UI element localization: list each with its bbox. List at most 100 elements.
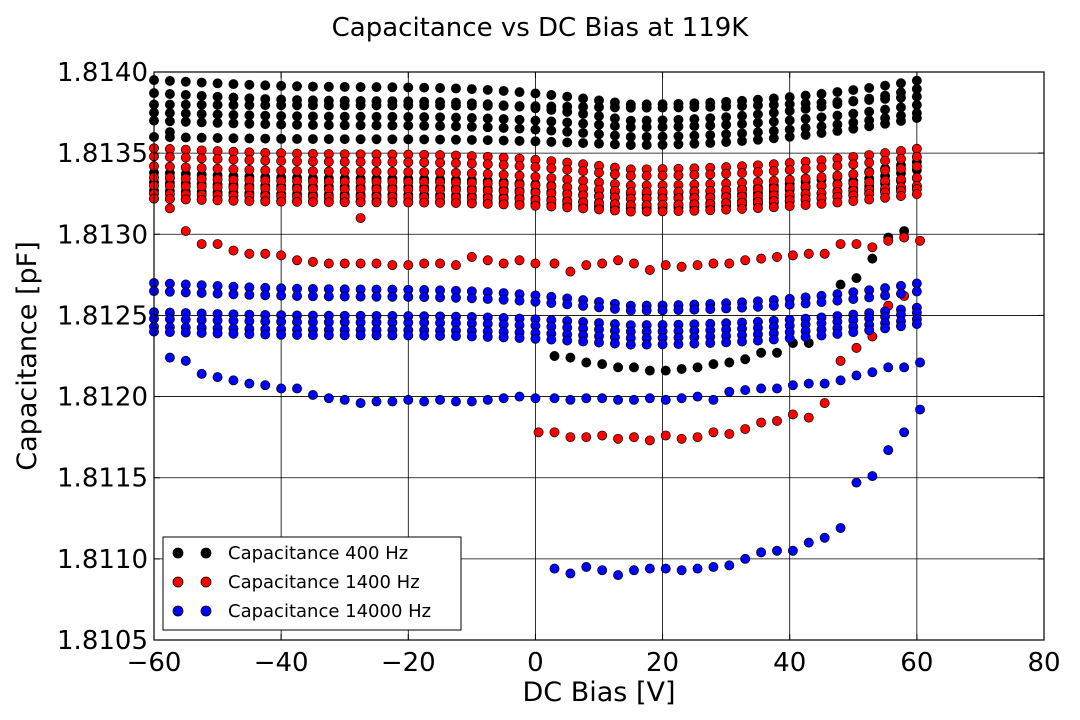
- data-point-capacitance-400-hz: [752, 100, 763, 111]
- data-point-capacitance-1400-hz: [740, 255, 751, 266]
- data-point-capacitance-14000-hz: [851, 370, 862, 381]
- data-point-capacitance-1400-hz: [228, 154, 239, 165]
- data-point-capacitance-1400-hz: [435, 197, 446, 208]
- data-point-capacitance-400-hz: [768, 99, 779, 110]
- data-point-capacitance-400-hz: [451, 112, 461, 123]
- x-tick-label: 80: [1027, 648, 1060, 678]
- data-point-capacitance-1400-hz: [307, 197, 318, 207]
- data-point-capacitance-14000-hz: [911, 319, 922, 329]
- data-point-capacitance-1400-hz: [498, 169, 509, 180]
- data-point-capacitance-14000-hz: [864, 292, 875, 303]
- data-point-capacitance-14000-hz: [530, 296, 541, 307]
- data-point-capacitance-14000-hz: [482, 394, 493, 405]
- data-point-capacitance-1400-hz: [466, 158, 477, 169]
- data-point-capacitance-1400-hz: [323, 197, 334, 208]
- data-point-capacitance-1400-hz: [816, 198, 827, 209]
- data-point-capacitance-14000-hz: [451, 396, 461, 407]
- data-point-capacitance-1400-hz: [180, 162, 191, 173]
- data-point-capacitance-1400-hz: [514, 200, 525, 210]
- data-point-capacitance-400-hz: [578, 138, 589, 148]
- data-point-capacitance-1400-hz: [676, 261, 687, 272]
- data-point-capacitance-1400-hz: [896, 153, 906, 164]
- data-point-capacitance-1400-hz: [530, 162, 541, 173]
- data-point-capacitance-400-hz: [482, 113, 493, 124]
- data-point-capacitance-14000-hz: [578, 300, 589, 311]
- data-point-capacitance-400-hz: [466, 113, 477, 123]
- data-point-capacitance-14000-hz: [756, 547, 767, 558]
- data-point-capacitance-400-hz: [692, 362, 703, 373]
- data-point-capacitance-400-hz: [339, 134, 350, 145]
- data-point-capacitance-14000-hz: [371, 330, 382, 341]
- data-point-capacitance-14000-hz: [276, 329, 287, 340]
- data-point-capacitance-1400-hz: [196, 239, 207, 249]
- data-point-capacitance-14000-hz: [705, 338, 716, 348]
- data-point-capacitance-1400-hz: [756, 253, 767, 264]
- data-point-capacitance-1400-hz: [851, 239, 862, 249]
- data-point-capacitance-400-hz: [355, 82, 366, 92]
- data-point-capacitance-1400-hz: [530, 171, 541, 182]
- data-point-capacitance-400-hz: [609, 121, 620, 131]
- data-point-capacitance-1400-hz: [403, 197, 414, 208]
- data-point-capacitance-1400-hz: [629, 432, 639, 443]
- data-point-capacitance-1400-hz: [514, 255, 525, 266]
- data-point-capacitance-14000-hz: [660, 394, 671, 405]
- data-point-capacitance-400-hz: [435, 83, 446, 93]
- data-point-capacitance-14000-hz: [180, 355, 191, 366]
- data-point-capacitance-14000-hz: [899, 427, 910, 438]
- data-point-capacitance-400-hz: [546, 90, 557, 100]
- data-point-capacitance-14000-hz: [911, 286, 922, 297]
- data-point-capacitance-400-hz: [880, 104, 891, 115]
- data-point-capacitance-1400-hz: [565, 266, 576, 277]
- data-point-capacitance-14000-hz: [689, 304, 700, 315]
- data-point-capacitance-1400-hz: [212, 154, 223, 164]
- data-point-capacitance-400-hz: [323, 111, 334, 122]
- data-point-capacitance-1400-hz: [692, 432, 703, 443]
- data-point-capacitance-400-hz: [228, 79, 239, 90]
- data-point-capacitance-400-hz: [594, 119, 604, 130]
- data-point-capacitance-1400-hz: [164, 152, 175, 162]
- data-point-capacitance-1400-hz: [800, 173, 811, 184]
- data-point-capacitance-400-hz: [594, 102, 604, 113]
- data-point-capacitance-400-hz: [896, 102, 906, 113]
- data-point-capacitance-400-hz: [244, 79, 255, 90]
- data-point-capacitance-400-hz: [196, 99, 207, 110]
- data-point-capacitance-400-hz: [307, 134, 318, 145]
- data-point-capacitance-1400-hz: [355, 197, 366, 208]
- data-point-capacitance-1400-hz: [578, 166, 589, 177]
- data-point-capacitance-1400-hz: [403, 167, 414, 177]
- data-point-capacitance-1400-hz: [562, 164, 573, 175]
- data-point-capacitance-14000-hz: [816, 297, 827, 308]
- data-point-capacitance-400-hz: [673, 102, 684, 113]
- data-point-capacitance-14000-hz: [196, 288, 207, 298]
- data-point-capacitance-400-hz: [609, 102, 620, 113]
- data-point-capacitance-400-hz: [546, 136, 557, 147]
- data-point-capacitance-14000-hz: [276, 383, 287, 394]
- data-point-capacitance-1400-hz: [276, 196, 287, 207]
- data-point-capacitance-400-hz: [896, 116, 906, 126]
- data-point-capacitance-400-hz: [644, 365, 655, 376]
- data-point-capacitance-14000-hz: [387, 396, 398, 407]
- data-point-capacitance-400-hz: [705, 137, 716, 148]
- data-point-capacitance-400-hz: [228, 110, 239, 120]
- data-point-capacitance-1400-hz: [196, 163, 207, 174]
- data-point-capacitance-400-hz: [482, 122, 493, 133]
- data-point-capacitance-400-hz: [721, 119, 732, 130]
- data-point-capacitance-14000-hz: [323, 393, 334, 404]
- data-point-capacitance-14000-hz: [212, 328, 223, 339]
- data-point-capacitance-1400-hz: [835, 239, 846, 249]
- data-point-capacitance-400-hz: [772, 347, 782, 358]
- data-point-capacitance-14000-hz: [867, 367, 878, 378]
- data-point-capacitance-1400-hz: [625, 206, 636, 217]
- data-point-capacitance-1400-hz: [641, 170, 652, 181]
- data-point-capacitance-400-hz: [721, 101, 732, 112]
- data-point-capacitance-1400-hz: [832, 160, 843, 171]
- data-point-capacitance-14000-hz: [435, 330, 446, 341]
- data-point-capacitance-1400-hz: [164, 172, 175, 183]
- data-point-capacitance-400-hz: [355, 111, 366, 122]
- data-point-capacitance-400-hz: [597, 359, 608, 370]
- data-point-capacitance-400-hz: [546, 101, 557, 112]
- data-point-capacitance-14000-hz: [546, 298, 557, 308]
- data-point-capacitance-14000-hz: [549, 563, 560, 574]
- data-point-capacitance-1400-hz: [482, 159, 493, 170]
- data-point-capacitance-1400-hz: [339, 156, 350, 167]
